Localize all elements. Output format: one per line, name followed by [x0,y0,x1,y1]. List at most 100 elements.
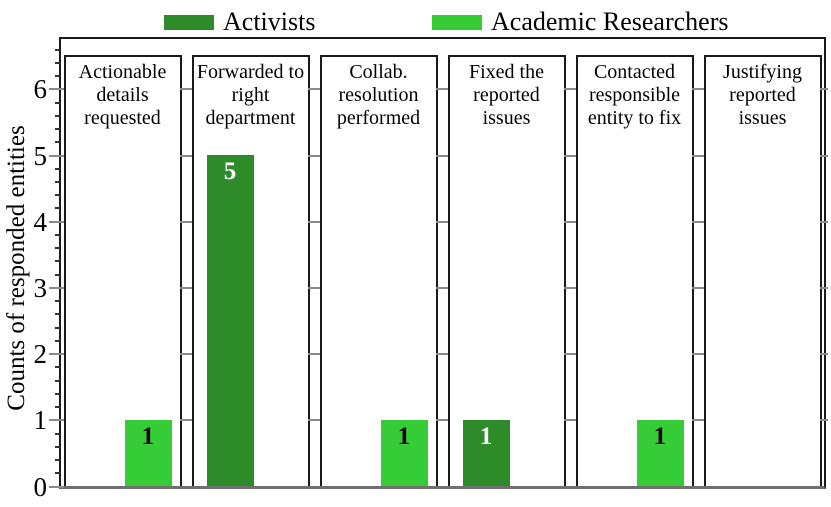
panel-gap-tick [180,220,192,223]
y-axis-minor-tick [55,141,60,144]
y-axis-minor-tick [55,432,60,435]
legend-swatch-icon [164,14,214,30]
y-axis-minor-tick [55,406,60,409]
y-axis-major-tick [49,419,64,422]
plot-frame: 0 1 2 3 4 5 6 Actionable details requested 1 Forw… [34,37,828,502]
y-axis-minor-tick [55,48,60,51]
legend-item-0: Activists [164,9,315,35]
y-axis-minor-tick [55,366,60,369]
y-axis-minor-tick [55,260,60,263]
y-axis-tick-label: 3 [33,272,48,303]
panel-gap-tick [692,419,704,422]
panel-gap-tick [308,286,320,289]
y-axis-minor-tick [55,247,60,250]
category-label: Forwarded to right department [196,61,305,129]
bar-academic-researchers: 1 [380,419,428,486]
y-axis-minor-tick [55,459,60,462]
category-panel: Forwarded to right department 5 [191,55,310,486]
category-panel: Actionable details requested 1 [63,55,182,486]
y-axis-tick-label: 1 [33,405,48,436]
bar-value-label: 1 [397,422,411,450]
panel-gap-tick [308,220,320,223]
y-axis-major-tick [49,286,64,289]
bar-value-label: 1 [653,422,667,450]
y-axis-tick-label: 5 [33,140,48,171]
panel-gap-tick [180,286,192,289]
y-axis-minor-tick [55,300,60,303]
y-axis-major-tick [49,88,64,91]
bar-activists: 5 [206,155,254,486]
y-axis-tick-label: 4 [33,206,48,237]
panel-gap-tick [692,353,704,356]
panel-gap-tick [180,154,192,157]
panel-gap-tick [564,419,576,422]
y-axis-minor-tick [55,180,60,183]
panel-gap-tick [692,220,704,223]
bar-value-label: 1 [141,422,155,450]
panel-gap-tick [692,88,704,91]
category-label: Contacted responsible entity to fix [587,61,682,129]
y-axis-minor-tick [55,101,60,104]
panel-gap-tick [308,419,320,422]
panel-gap-tick [820,353,828,356]
category-panel: Contacted responsible entity to fix 1 [575,55,694,486]
panel-gap-tick [180,88,192,91]
y-axis-minor-tick [55,114,60,117]
legend-item-1: Academic Researchers [432,7,729,36]
y-axis-minor-tick [55,313,60,316]
y-axis-major-tick [49,353,64,356]
panel-gap-tick [308,353,320,356]
panel-gap-tick [820,220,828,223]
panel-gap-tick [564,220,576,223]
panel-gap-tick [436,286,448,289]
y-axis-minor-tick [55,273,60,276]
panel-gap-tick [436,353,448,356]
panel-gap-tick [692,286,704,289]
y-axis-minor-tick [55,472,60,475]
bar-academic-researchers: 1 [636,419,684,486]
y-axis-major-tick [49,220,64,223]
panel-gap-tick [820,88,828,91]
panel-gap-tick [564,154,576,157]
panel-gap-tick [692,154,704,157]
panel-gap-tick [436,88,448,91]
bar-academic-researchers: 1 [124,419,172,486]
y-axis-minor-tick [55,339,60,342]
panel-gap-tick [308,88,320,91]
panel-gap-tick [436,220,448,223]
y-axis-major-tick [49,154,64,157]
legend-swatch-icon [432,14,482,30]
panel-gap-tick [564,88,576,91]
panel-gap-tick [436,154,448,157]
bar-value-label: 5 [223,158,237,185]
category-panel: Fixed the reported issues 1 [447,55,566,486]
y-axis-minor-tick [55,445,60,448]
category-label: Justifying reported issues [723,61,802,129]
panel-gap-tick [820,286,828,289]
y-axis-minor-tick [55,128,60,131]
panel-gap-tick [180,353,192,356]
panel-gap-tick [436,419,448,422]
panel-gap-tick [564,286,576,289]
y-axis-minor-tick [55,194,60,197]
panel-gap-tick [308,154,320,157]
category-label: Actionable details requested [78,61,167,129]
panel-gap-tick [180,419,192,422]
category-label: Collab. resolution performed [336,61,421,129]
category-panel: Justifying reported issues [703,55,822,486]
bar-value-label: 1 [479,422,493,450]
y-axis-minor-tick [55,233,60,236]
y-axis-minor-tick [55,392,60,395]
category-panel: Collab. resolution performed 1 [319,55,438,486]
panel-gap-tick [820,419,828,422]
y-axis-minor-tick [55,167,60,170]
y-axis-tick-label: 2 [33,339,48,370]
y-axis-minor-tick [55,326,60,329]
y-axis-minor-tick [55,61,60,64]
y-axis-minor-tick [55,207,60,210]
panel-gap-tick [820,154,828,157]
category-label: Fixed the reported issues [469,61,544,129]
legend-label: Academic Researchers [491,7,729,36]
panel-gap-tick [564,353,576,356]
y-axis-tick-label: 0 [33,471,48,502]
